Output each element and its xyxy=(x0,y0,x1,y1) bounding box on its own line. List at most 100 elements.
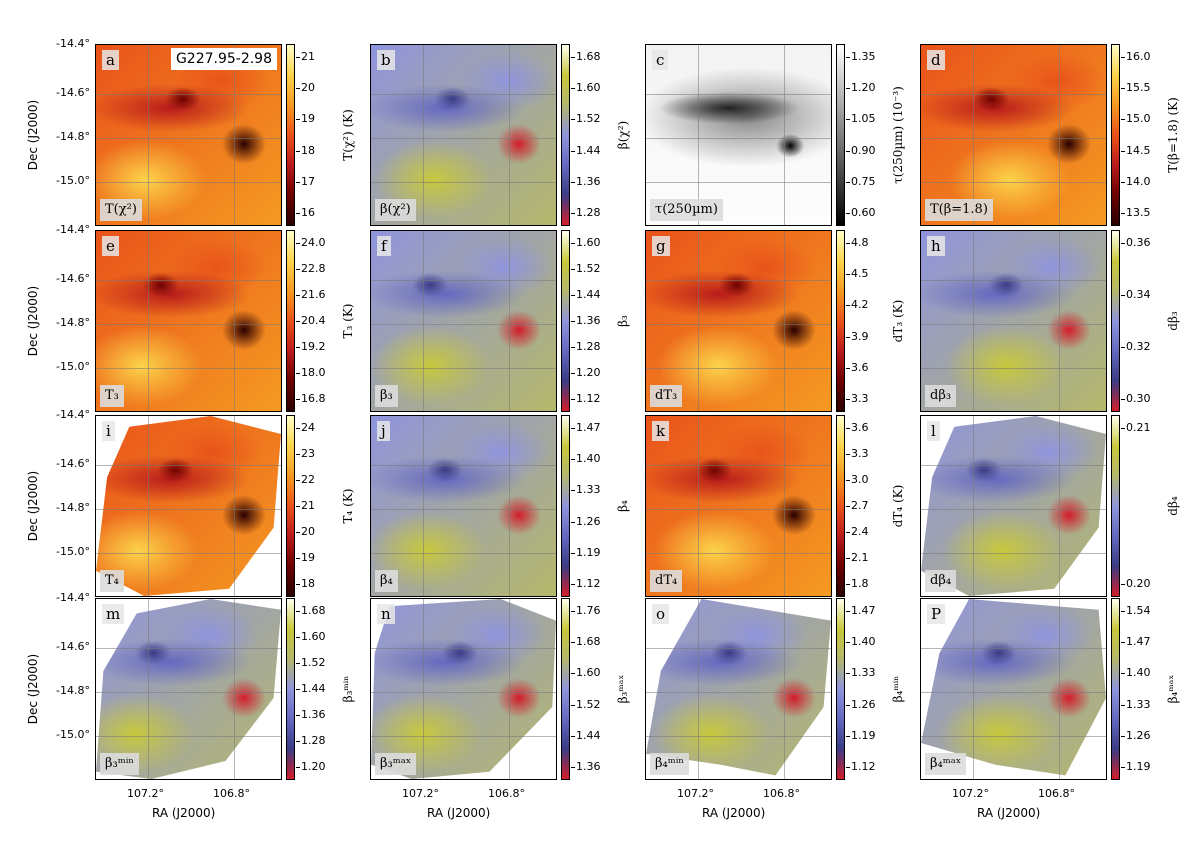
panel-letter: a xyxy=(102,50,119,70)
colorbar-tick-label: 3.6 xyxy=(846,421,869,434)
colorbar-P xyxy=(1111,598,1120,780)
grid-line xyxy=(646,509,831,510)
colorbar-tick-label: 1.36 xyxy=(571,314,601,327)
dec-tick-label: -14.4° xyxy=(56,408,90,421)
panel-letter: o xyxy=(652,604,670,624)
dec-tick-label: -14.8° xyxy=(56,684,90,697)
panel-letter: c xyxy=(652,50,669,70)
grid-line xyxy=(423,45,424,225)
grid-line xyxy=(371,509,556,510)
map-panel-l: l dβ₄ xyxy=(920,415,1107,597)
dec-tick-label: -14.6° xyxy=(56,457,90,470)
grid-line xyxy=(371,182,556,183)
dec-axis-label: Dec (J2000) xyxy=(26,285,41,357)
dust-map xyxy=(371,599,556,779)
grid-line xyxy=(698,416,699,596)
colorbar-o xyxy=(836,598,845,780)
colorbar-title: T₄ (K) xyxy=(341,488,355,524)
map-panel-b: b β(χ²) xyxy=(370,44,557,226)
grid-line xyxy=(96,138,281,139)
colorbar-tick-label: 1.35 xyxy=(846,50,876,63)
grid-line xyxy=(96,94,281,95)
colorbar-tick-label: 1.20 xyxy=(296,760,326,773)
grid-line xyxy=(234,599,235,779)
dec-axis-label: Dec (J2000) xyxy=(26,99,41,171)
colorbar-tick-label: 20 xyxy=(296,81,315,94)
colorbar-tick-label: 1.47 xyxy=(846,604,876,617)
dec-tick-label: -14.8° xyxy=(56,130,90,143)
colorbar-tick-label: 1.19 xyxy=(571,546,601,559)
panel-letter: j xyxy=(377,421,390,441)
map-panel-m: m β₃ᵐⁱⁿ xyxy=(95,598,282,780)
panel-quantity-label: T₃ xyxy=(100,385,124,407)
colorbar-tick-label: 22.8 xyxy=(296,262,326,275)
grid-line xyxy=(646,368,831,369)
colorbar-k xyxy=(836,415,845,597)
colorbar-m xyxy=(286,598,295,780)
panel-letter: g xyxy=(652,236,670,256)
colorbar-tick-label: 0.90 xyxy=(846,144,876,157)
panel-quantity-label: β(χ²) xyxy=(375,199,416,221)
panel-quantity-label: T(χ²) xyxy=(100,199,142,221)
dec-tick-label: -15.0° xyxy=(56,545,90,558)
colorbar-a xyxy=(286,44,295,226)
grid-line xyxy=(234,231,235,411)
dust-map xyxy=(371,231,556,411)
panel-letter: l xyxy=(927,421,940,441)
grid-line xyxy=(509,599,510,779)
map-panel-j: j β₄ xyxy=(370,415,557,597)
grid-line xyxy=(96,648,281,649)
ra-tick-label: 107.2° xyxy=(677,787,714,800)
colorbar-tick-label: 1.8 xyxy=(846,577,869,590)
grid-line xyxy=(921,138,1106,139)
grid-line xyxy=(698,231,699,411)
panel-letter: n xyxy=(377,604,395,624)
colorbar-tick-label: 16.8 xyxy=(296,392,326,405)
grid-line xyxy=(423,231,424,411)
ra-axis-label: RA (J2000) xyxy=(152,806,216,820)
colorbar-tick-label: 1.60 xyxy=(571,236,601,249)
dec-tick-label: -14.4° xyxy=(56,37,90,50)
colorbar-tick-label: 1.47 xyxy=(571,421,601,434)
dec-tick-label: -14.4° xyxy=(56,591,90,604)
colorbar-tick-label: 21 xyxy=(296,50,315,63)
grid-line xyxy=(148,45,149,225)
colorbar-tick-label: 3.9 xyxy=(846,330,869,343)
colorbar-tick-label: 1.05 xyxy=(846,112,876,125)
grid-line xyxy=(96,509,281,510)
panel-quantity-label: β₃ xyxy=(375,385,398,407)
grid-line xyxy=(148,599,149,779)
colorbar-tick-label: 18 xyxy=(296,577,315,590)
grid-line xyxy=(921,553,1106,554)
grid-line xyxy=(921,465,1106,466)
grid-line xyxy=(371,324,556,325)
colorbar-title: T(χ²) (K) xyxy=(341,109,355,161)
grid-line xyxy=(646,736,831,737)
colorbar-tick-label: 0.34 xyxy=(1121,288,1151,301)
grid-line xyxy=(509,231,510,411)
dust-map xyxy=(371,45,556,225)
colorbar-tick-label: 1.26 xyxy=(846,698,876,711)
grid-line xyxy=(1059,416,1060,596)
dust-map xyxy=(921,599,1106,776)
grid-line xyxy=(646,692,831,693)
map-panel-i: i T₄ xyxy=(95,415,282,597)
map-panel-a: a T(χ²) G227.95-2.98 xyxy=(95,44,282,226)
panel-quantity-label: β₄ xyxy=(375,570,398,592)
panel-quantity-label: dβ₄ xyxy=(925,570,957,592)
colorbar-tick-label: 1.28 xyxy=(296,734,326,747)
grid-line xyxy=(698,45,699,225)
ra-tick-label: 107.2° xyxy=(402,787,439,800)
dust-map xyxy=(921,45,1106,225)
map-panel-o: o β₄ᵐⁱⁿ xyxy=(645,598,832,780)
colorbar-tick-label: 24.0 xyxy=(296,236,326,249)
colorbar-tick-label: 0.75 xyxy=(846,175,876,188)
colorbar-tick-label: 1.44 xyxy=(571,288,601,301)
colorbar-tick-label: 1.60 xyxy=(571,81,601,94)
grid-line xyxy=(921,509,1106,510)
colorbar-tick-label: 3.3 xyxy=(846,392,869,405)
grid-line xyxy=(921,324,1106,325)
source-name: G227.95-2.98 xyxy=(170,48,277,70)
